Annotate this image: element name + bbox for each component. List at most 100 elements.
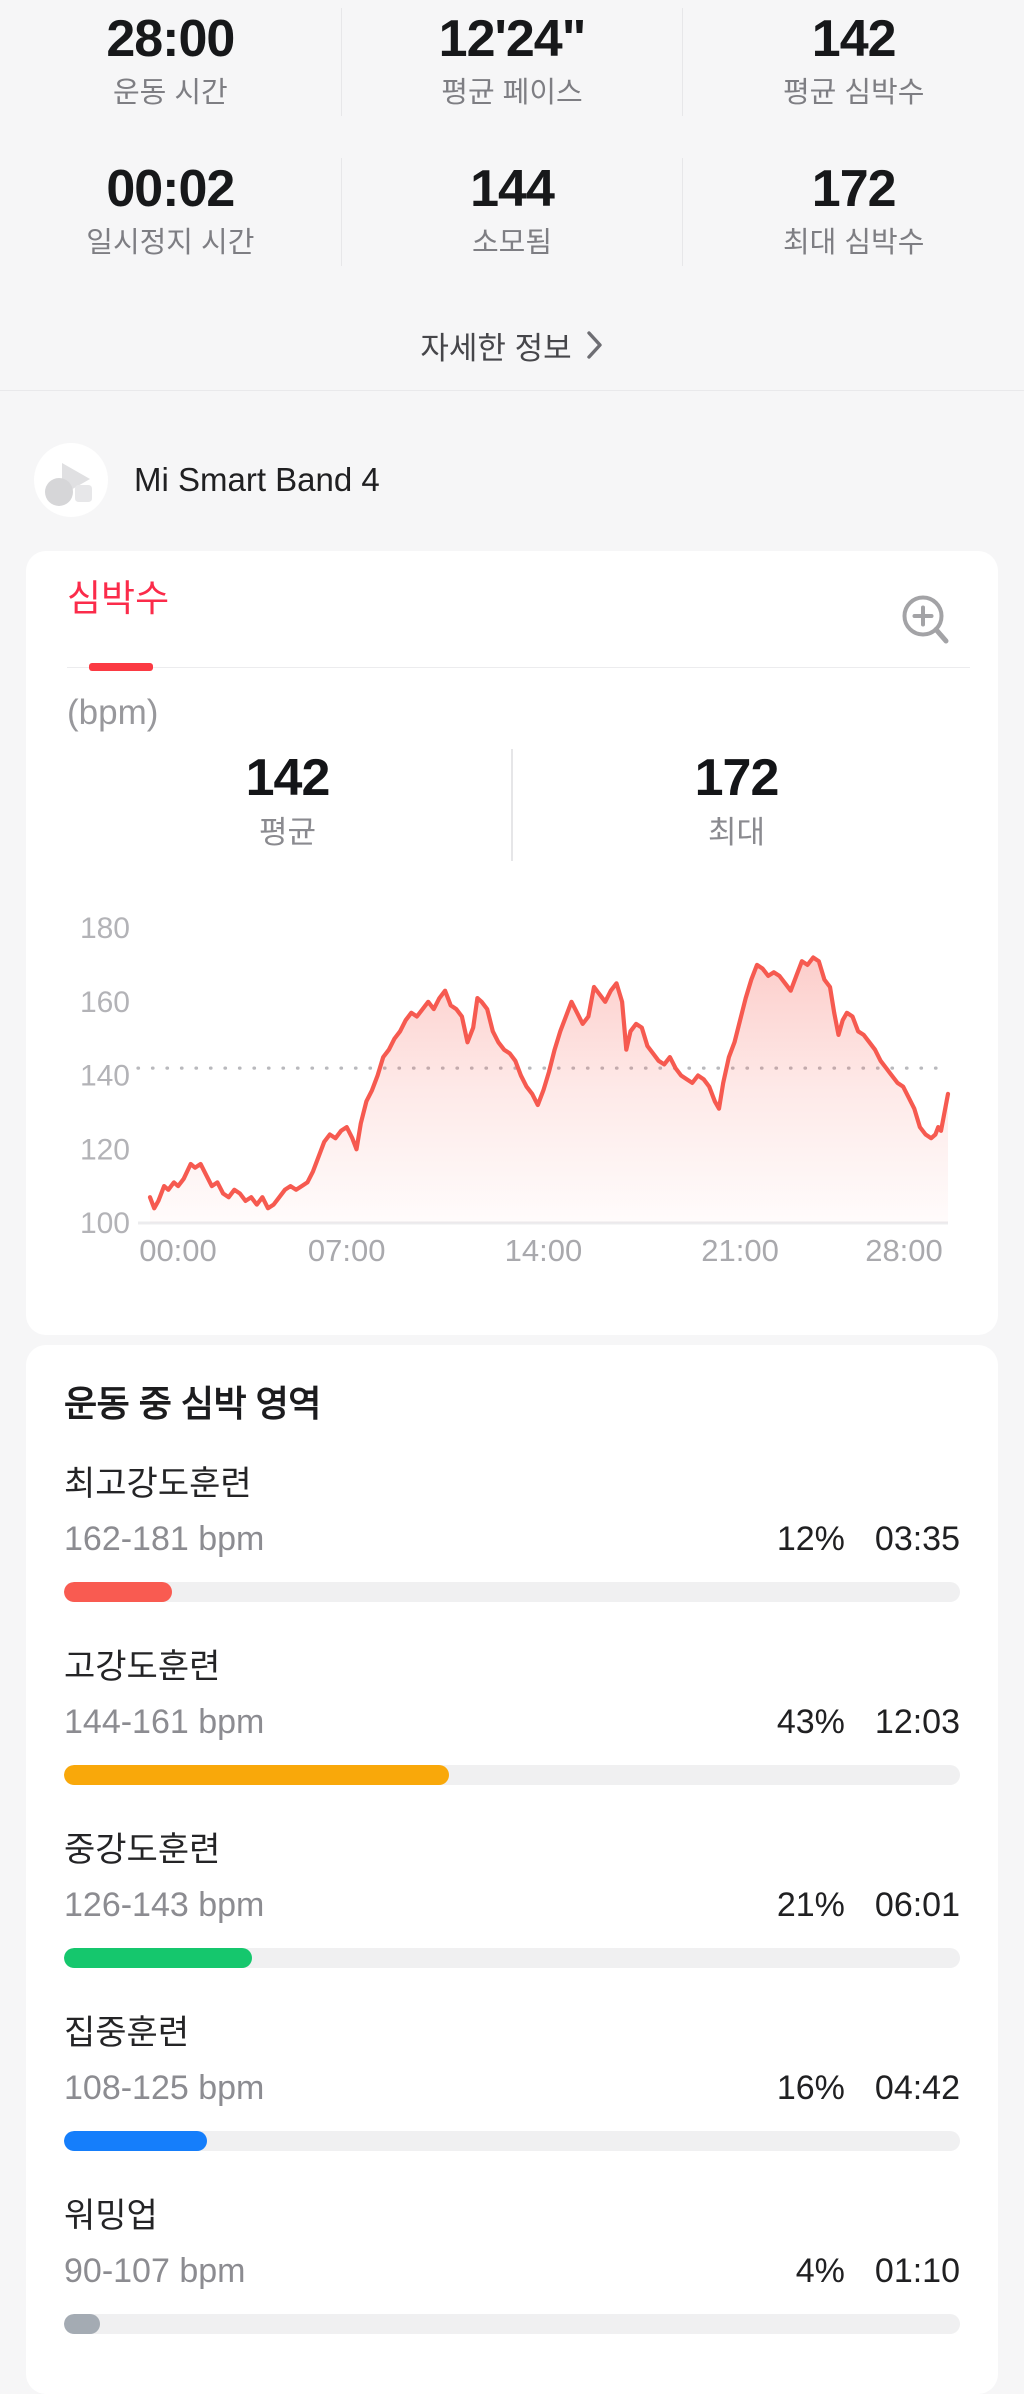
summary-stat: 12'24" 평균 페이스 <box>340 8 684 116</box>
x-tick-label: 28:00 <box>865 1233 943 1268</box>
tab-divider <box>67 667 970 668</box>
zone-name: 집중훈련 <box>64 2014 190 2052</box>
stat-label: 소모됨 <box>471 227 553 259</box>
chart-zoom-button[interactable] <box>898 591 954 657</box>
zone-meta: 162-181 bpm 12% 03:35 <box>64 1518 960 1560</box>
zone-percent: 4% <box>795 2252 845 2290</box>
heart-rate-tab[interactable]: 심박수 <box>67 578 170 619</box>
section-divider <box>0 390 1024 391</box>
x-tick-label: 00:00 <box>139 1233 217 1268</box>
y-tick-label: 180 <box>80 912 130 945</box>
zone-time: 04:42 <box>874 2069 960 2107</box>
heart-rate-stats: 142 평균 172 최대 <box>64 749 960 861</box>
zone-meta: 144-161 bpm 43% 12:03 <box>64 1701 960 1743</box>
stat-value: 172 <box>811 160 897 218</box>
zone-meta: 90-107 bpm 4% 01:10 <box>64 2250 960 2292</box>
chart-content: 100 120 140 160 180 00:00 07:00 14:00 21:00 28:00 <box>80 912 951 1268</box>
x-tick-label: 21:00 <box>701 1233 779 1268</box>
device-name: Mi Smart Band 4 <box>134 461 380 498</box>
zone-name: 고강도훈련 <box>64 1648 221 1686</box>
heart-rate-card: 심박수 (bpm) 142 평균 172 최대 100 120 140 160 180 00:0… <box>26 551 998 1335</box>
summary-stat: 142 평균 심박수 <box>683 8 1024 116</box>
stat-value: 144 <box>470 160 555 218</box>
details-link-label: 자세한 정보 <box>420 330 572 366</box>
zone-time: 01:10 <box>874 2252 960 2290</box>
stat-value: 172 <box>694 749 780 807</box>
stats-vertical-divider <box>511 749 513 861</box>
zones-list: 최고강도훈련 162-181 bpm 12% 03:35 고강도훈련 144-161 bp… <box>64 1462 960 2334</box>
y-tick-label: 120 <box>80 1133 130 1166</box>
heart-rate-zone-row: 최고강도훈련 162-181 bpm 12% 03:35 <box>64 1462 960 1602</box>
y-tick-label: 160 <box>80 986 130 1019</box>
heart-rate-stat: 142 평균 <box>64 749 511 861</box>
heart-rate-chart: 100 120 140 160 180 00:00 07:00 14:00 21:00 28:00 <box>80 912 951 1268</box>
stat-label: 평균 심박수 <box>782 77 925 109</box>
zone-meta: 126-143 bpm 21% 06:01 <box>64 1884 960 1926</box>
stat-value: 12'24" <box>438 10 587 68</box>
heart-rate-stat: 172 최대 <box>513 749 960 861</box>
chart-unit-label: (bpm) <box>67 693 159 732</box>
zone-progress-track <box>64 1582 960 1602</box>
stat-label: 일시정지 시간 <box>86 227 255 259</box>
heart-rate-zone-row: 워밍업 90-107 bpm 4% 01:10 <box>64 2194 960 2334</box>
zone-progress-track <box>64 1765 960 1785</box>
workout-detail-screen: { "summary": { "stats": [ {"value": "28:… <box>0 0 1024 2334</box>
details-link[interactable]: 자세한 정보 <box>0 322 1024 368</box>
summary-stats-row-1: 28:00 운동 시간 12'24" 평균 페이스 142 평균 심박수 <box>0 8 1024 116</box>
zone-range: 162-181 bpm <box>64 1520 265 1558</box>
zone-progress-track <box>64 2131 960 2151</box>
stat-label: 평균 <box>258 815 317 850</box>
zone-progress-track <box>64 1948 960 1968</box>
zone-percent: 43% <box>776 1703 845 1741</box>
x-tick-label: 14:00 <box>505 1233 583 1268</box>
zone-progress-track <box>64 2314 960 2334</box>
zone-range: 90-107 bpm <box>64 2252 246 2290</box>
summary-stat: 144 소모됨 <box>340 158 684 266</box>
y-tick-label: 140 <box>80 1060 130 1093</box>
stat-value: 142 <box>811 10 897 68</box>
zone-time: 12:03 <box>874 1703 960 1741</box>
heart-rate-line <box>147 955 951 1211</box>
zone-name: 중강도훈련 <box>64 1831 221 1869</box>
stat-label: 최대 심박수 <box>782 227 925 259</box>
summary-stat: 00:02 일시정지 시간 <box>0 158 341 266</box>
zone-progress-fill <box>64 2131 208 2151</box>
workout-summary: 28:00 운동 시간 12'24" 평균 페이스 142 평균 심박수 00:02 일시정… <box>0 0 1024 391</box>
zone-time: 03:35 <box>874 1520 960 1558</box>
zone-percent: 12% <box>776 1520 845 1558</box>
stat-value: 00:02 <box>106 160 235 218</box>
zone-progress-fill <box>64 1582 172 1602</box>
stat-label: 최대 <box>707 815 766 850</box>
zone-percent: 21% <box>776 1886 845 1924</box>
device-row[interactable]: Mi Smart Band 4 <box>34 443 1024 517</box>
active-tab-indicator <box>89 663 153 671</box>
zone-range: 108-125 bpm <box>64 2069 265 2107</box>
summary-stats-row-2: 00:02 일시정지 시간 144 소모됨 172 최대 심박수 <box>0 158 1024 266</box>
x-tick-label: 07:00 <box>308 1233 386 1268</box>
zone-name: 워밍업 <box>64 2197 158 2235</box>
zone-time: 06:01 <box>874 1886 960 1924</box>
summary-stat: 172 최대 심박수 <box>683 158 1024 266</box>
zone-progress-fill <box>64 2314 100 2334</box>
heart-rate-zone-row: 중강도훈련 126-143 bpm 21% 06:01 <box>64 1828 960 1968</box>
zone-progress-fill <box>64 1948 253 1968</box>
heart-rate-zone-row: 집중훈련 108-125 bpm 16% 04:42 <box>64 2011 960 2151</box>
zone-range: 126-143 bpm <box>64 1886 265 1924</box>
summary-stat: 28:00 운동 시간 <box>0 8 341 116</box>
heart-rate-area <box>150 957 948 1223</box>
zone-progress-fill <box>64 1765 450 1785</box>
stat-value: 28:00 <box>106 10 235 68</box>
zone-name: 최고강도훈련 <box>64 1465 252 1503</box>
mi-band-icon <box>34 443 108 517</box>
stat-label: 평균 페이스 <box>441 77 583 109</box>
heart-rate-zone-row: 고강도훈련 144-161 bpm 43% 12:03 <box>64 1645 960 1785</box>
zone-percent: 16% <box>776 2069 845 2107</box>
zones-card-title: 운동 중 심박 영역 <box>64 1383 321 1424</box>
chevron-right-icon <box>586 331 602 359</box>
stat-value: 142 <box>245 749 331 807</box>
zone-range: 144-161 bpm <box>64 1703 265 1741</box>
magnifier-plus-icon <box>902 595 949 644</box>
heart-rate-zones-card: 운동 중 심박 영역 최고강도훈련 162-181 bpm 12% 03:35 고강도훈… <box>26 1345 998 2394</box>
stat-label: 운동 시간 <box>112 77 228 109</box>
y-tick-label: 100 <box>80 1207 130 1240</box>
